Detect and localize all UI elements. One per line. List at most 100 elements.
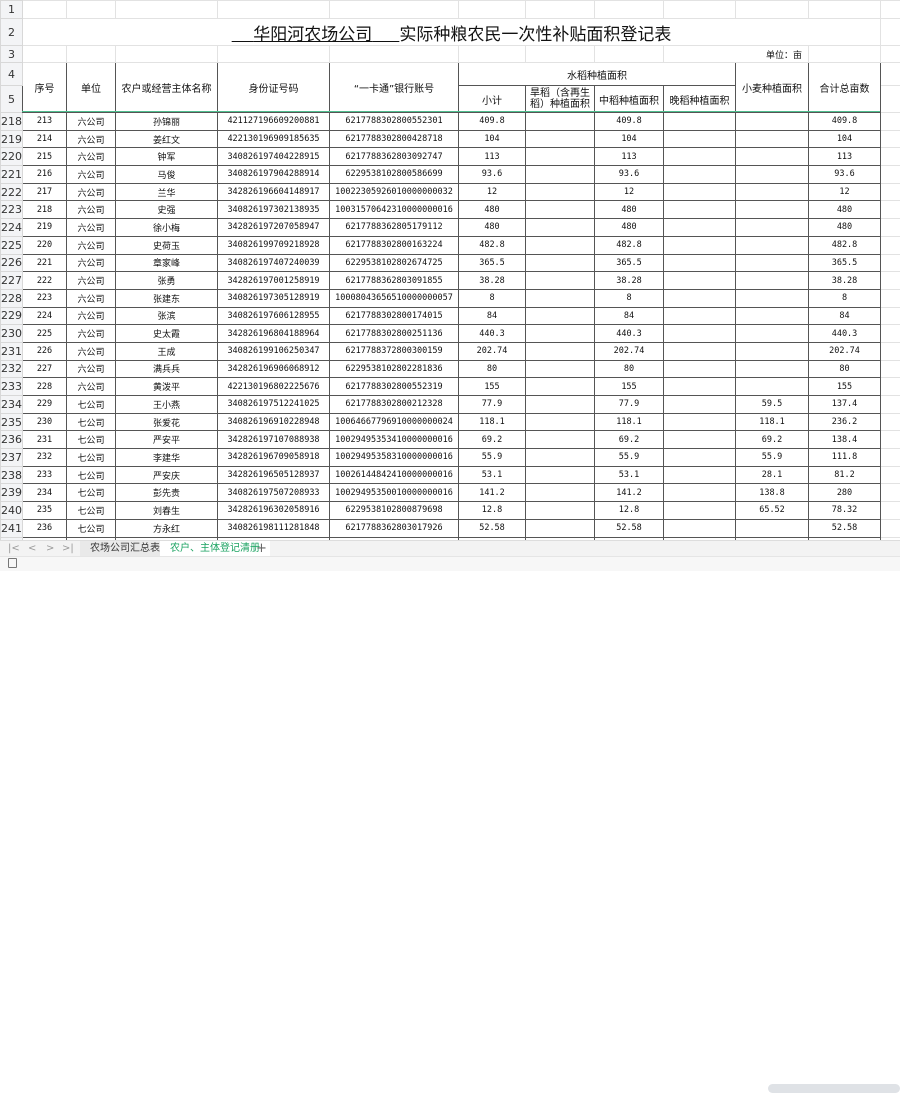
id-cell[interactable]: 342826196804188964 <box>218 325 330 343</box>
total-cell[interactable]: 8 <box>809 289 881 307</box>
seq-cell[interactable]: 224 <box>23 307 67 325</box>
header-seq[interactable]: 序号 <box>23 63 67 113</box>
late-rice-cell[interactable] <box>664 113 736 131</box>
name-cell[interactable]: 姜红文 <box>116 130 218 148</box>
early-rice-cell[interactable] <box>526 466 595 484</box>
name-cell[interactable]: 严安平 <box>116 431 218 449</box>
name-cell[interactable]: 严安庆 <box>116 466 218 484</box>
late-rice-cell[interactable] <box>664 130 736 148</box>
subtotal-cell[interactable]: 93.6 <box>459 166 526 184</box>
row-header[interactable]: 228 <box>1 289 23 307</box>
late-rice-cell[interactable] <box>664 396 736 414</box>
unit-cell[interactable]: 六公司 <box>67 130 116 148</box>
name-cell[interactable]: 史强 <box>116 201 218 219</box>
mid-rice-cell[interactable]: 93.6 <box>595 166 664 184</box>
total-cell[interactable]: 480 <box>809 219 881 237</box>
empty-cell[interactable] <box>881 236 900 254</box>
id-cell[interactable]: 340826197404228915 <box>218 148 330 166</box>
empty-cell[interactable] <box>881 360 900 378</box>
early-rice-cell[interactable] <box>526 236 595 254</box>
header-mid[interactable]: 中稻种植面积 <box>595 86 664 113</box>
wheat-cell[interactable]: 138.8 <box>736 484 809 502</box>
early-rice-cell[interactable] <box>526 325 595 343</box>
mid-rice-cell[interactable]: 440.3 <box>595 325 664 343</box>
late-rice-cell[interactable] <box>664 201 736 219</box>
empty-cell[interactable] <box>881 342 900 360</box>
late-rice-cell[interactable] <box>664 183 736 201</box>
subtotal-cell[interactable]: 118.1 <box>459 413 526 431</box>
row-header[interactable]: 3 <box>1 46 23 63</box>
unit-cell[interactable]: 六公司 <box>67 254 116 272</box>
total-cell[interactable]: 113 <box>809 148 881 166</box>
wheat-cell[interactable]: 69.2 <box>736 431 809 449</box>
empty-cell[interactable] <box>881 130 900 148</box>
mid-rice-cell[interactable]: 480 <box>595 219 664 237</box>
id-cell[interactable]: 342826196604148917 <box>218 183 330 201</box>
seq-cell[interactable]: 221 <box>23 254 67 272</box>
mid-rice-cell[interactable]: 52.58 <box>595 519 664 537</box>
mid-rice-cell[interactable]: 12 <box>595 183 664 201</box>
seq-cell[interactable]: 219 <box>23 219 67 237</box>
early-rice-cell[interactable] <box>526 413 595 431</box>
id-cell[interactable]: 340826197302138935 <box>218 201 330 219</box>
id-cell[interactable]: 422130196909185635 <box>218 130 330 148</box>
row-header[interactable]: 235 <box>1 413 23 431</box>
row-header[interactable]: 225 <box>1 236 23 254</box>
id-cell[interactable]: 421127196609200881 <box>218 113 330 131</box>
wheat-cell[interactable] <box>736 378 809 396</box>
name-cell[interactable]: 史太霞 <box>116 325 218 343</box>
bank-cell[interactable]: 10029495353410000000016 <box>330 431 459 449</box>
id-cell[interactable]: 340826197507208933 <box>218 484 330 502</box>
late-rice-cell[interactable] <box>664 307 736 325</box>
row-header[interactable]: 240 <box>1 502 23 520</box>
mid-rice-cell[interactable]: 55.9 <box>595 449 664 467</box>
header-name[interactable]: 农户或经营主体名称 <box>116 63 218 113</box>
total-cell[interactable]: 111.8 <box>809 449 881 467</box>
empty-cell[interactable] <box>881 219 900 237</box>
empty-cell[interactable] <box>881 325 900 343</box>
empty-cell[interactable] <box>881 166 900 184</box>
seq-cell[interactable]: 230 <box>23 413 67 431</box>
empty-cell[interactable] <box>881 307 900 325</box>
mid-rice-cell[interactable]: 141.2 <box>595 484 664 502</box>
mid-rice-cell[interactable]: 113 <box>595 148 664 166</box>
name-cell[interactable]: 马俊 <box>116 166 218 184</box>
empty-cell[interactable] <box>881 431 900 449</box>
bank-cell[interactable]: 6229538102800879698 <box>330 502 459 520</box>
unit-cell[interactable]: 六公司 <box>67 166 116 184</box>
bank-cell[interactable]: 6217788302800552301 <box>330 113 459 131</box>
unit-cell[interactable]: 六公司 <box>67 342 116 360</box>
total-cell[interactable]: 78.32 <box>809 502 881 520</box>
unit-cell[interactable]: 七公司 <box>67 466 116 484</box>
wheat-cell[interactable]: 118.1 <box>736 413 809 431</box>
total-cell[interactable]: 155 <box>809 378 881 396</box>
bank-cell[interactable]: 6217788302800428718 <box>330 130 459 148</box>
subtotal-cell[interactable]: 155 <box>459 378 526 396</box>
name-cell[interactable]: 张建东 <box>116 289 218 307</box>
unit-cell[interactable]: 七公司 <box>67 449 116 467</box>
early-rice-cell[interactable] <box>526 431 595 449</box>
subtotal-cell[interactable]: 480 <box>459 201 526 219</box>
id-cell[interactable]: 340826199709218928 <box>218 236 330 254</box>
wheat-cell[interactable] <box>736 130 809 148</box>
subtotal-cell[interactable]: 141.2 <box>459 484 526 502</box>
seq-cell[interactable]: 220 <box>23 236 67 254</box>
subtotal-cell[interactable]: 12.8 <box>459 502 526 520</box>
name-cell[interactable]: 彭先贵 <box>116 484 218 502</box>
id-cell[interactable]: 340826196910228948 <box>218 413 330 431</box>
row-header[interactable]: 232 <box>1 360 23 378</box>
bank-cell[interactable]: 10064667796910000000024 <box>330 413 459 431</box>
id-cell[interactable]: 340826197305128919 <box>218 289 330 307</box>
late-rice-cell[interactable] <box>664 289 736 307</box>
bank-cell[interactable]: 6217788372800300159 <box>330 342 459 360</box>
unit-cell[interactable]: 六公司 <box>67 183 116 201</box>
late-rice-cell[interactable] <box>664 502 736 520</box>
row-header[interactable]: 236 <box>1 431 23 449</box>
late-rice-cell[interactable] <box>664 166 736 184</box>
bank-cell[interactable]: 6217788362803091855 <box>330 272 459 290</box>
seq-cell[interactable]: 235 <box>23 502 67 520</box>
prev-sheet-button[interactable]: < <box>28 543 36 554</box>
bank-cell[interactable]: 10029495358310000000016 <box>330 449 459 467</box>
next-sheet-button[interactable]: > <box>46 543 54 554</box>
wheat-cell[interactable]: 55.9 <box>736 449 809 467</box>
